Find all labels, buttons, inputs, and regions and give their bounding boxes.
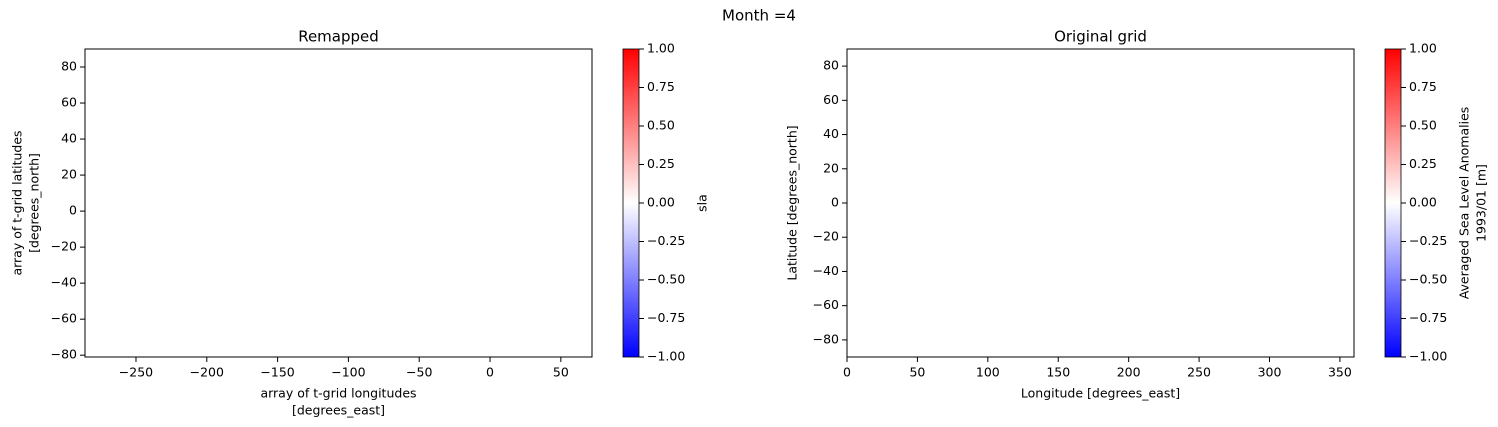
x-tick-label: 50 — [909, 365, 925, 380]
colorbar-tick-label: 0.50 — [1409, 118, 1437, 133]
plot-area — [846, 48, 1355, 358]
colorbar-tick-label: −0.25 — [1409, 233, 1447, 248]
x-tick-label: −250 — [119, 365, 153, 380]
y-axis-label: [degrees_north] — [27, 153, 42, 253]
y-tick-label: −40 — [813, 263, 839, 278]
colorbar-tick-label: 1.00 — [647, 41, 675, 56]
y-tick-label: 20 — [823, 160, 839, 175]
colorbar-tick-label: −0.25 — [647, 233, 685, 248]
y-tick-label: 20 — [61, 167, 77, 182]
x-tick-label: 150 — [1046, 365, 1070, 380]
y-axis-label: Latitude [degrees_north] — [785, 125, 800, 280]
y-tick-label: −60 — [51, 311, 77, 326]
y-tick-label: −80 — [813, 331, 839, 346]
colorbar — [1384, 48, 1402, 358]
colorbar-tick-label: 0.00 — [647, 195, 675, 210]
x-tick-label: 0 — [486, 365, 494, 380]
y-tick-label: 80 — [823, 58, 839, 73]
y-tick-label: −60 — [813, 297, 839, 312]
x-tick-label: 100 — [976, 365, 1000, 380]
colorbar-tick-label: 0.50 — [647, 118, 675, 133]
colorbar-label: Averaged Sea Level Anomalies — [1457, 107, 1472, 300]
x-tick-label: −100 — [331, 365, 365, 380]
y-tick-label: −20 — [813, 229, 839, 244]
y-tick-label: 80 — [61, 59, 77, 74]
y-tick-label: 40 — [823, 126, 839, 141]
x-tick-label: 200 — [1117, 365, 1141, 380]
colorbar — [622, 48, 640, 358]
y-tick-label: −20 — [51, 239, 77, 254]
colorbar-tick-label: 0.75 — [1409, 79, 1437, 94]
y-tick-label: 0 — [69, 203, 77, 218]
x-tick-label: 350 — [1328, 365, 1352, 380]
colorbar-tick-label: 0.75 — [647, 79, 675, 94]
figure-title: Month =4 — [722, 7, 796, 25]
plot-area — [84, 48, 593, 358]
colorbar-tick-label: −0.50 — [647, 272, 685, 287]
x-tick-label: 50 — [553, 365, 569, 380]
y-tick-label: 40 — [61, 131, 77, 146]
x-tick-label: −50 — [406, 365, 432, 380]
y-tick-label: 0 — [831, 195, 839, 210]
colorbar-tick-label: 1.00 — [1409, 41, 1437, 56]
plot-title: Original grid — [1054, 28, 1147, 46]
x-axis-label: [degrees_east] — [292, 403, 385, 418]
y-tick-label: 60 — [823, 92, 839, 107]
colorbar-tick-label: 0.00 — [1409, 195, 1437, 210]
colorbar-tick-label: 0.25 — [1409, 156, 1437, 171]
y-axis-label: array of t-grid latitudes — [10, 130, 25, 275]
colorbar-label: sla — [695, 194, 710, 212]
colorbar-tick-label: −1.00 — [647, 349, 685, 364]
colorbar-tick-label: −0.75 — [647, 310, 685, 325]
colorbar-tick-label: −0.50 — [1409, 272, 1447, 287]
colorbar-tick-label: −1.00 — [1409, 349, 1447, 364]
plot-title: Remapped — [298, 28, 379, 46]
x-tick-label: 300 — [1258, 365, 1282, 380]
y-tick-label: −40 — [51, 275, 77, 290]
colorbar-tick-label: 0.25 — [647, 156, 675, 171]
x-tick-label: 250 — [1187, 365, 1211, 380]
y-tick-label: 60 — [61, 95, 77, 110]
x-tick-label: −150 — [260, 365, 294, 380]
x-tick-label: 0 — [843, 365, 851, 380]
x-axis-label: Longitude [degrees_east] — [1021, 386, 1180, 401]
colorbar-tick-label: −0.75 — [1409, 310, 1447, 325]
x-axis-label: array of t-grid longitudes — [260, 386, 416, 401]
x-tick-label: −200 — [190, 365, 224, 380]
y-tick-label: −80 — [51, 347, 77, 362]
colorbar-label: 1993/01 [m] — [1474, 164, 1489, 242]
